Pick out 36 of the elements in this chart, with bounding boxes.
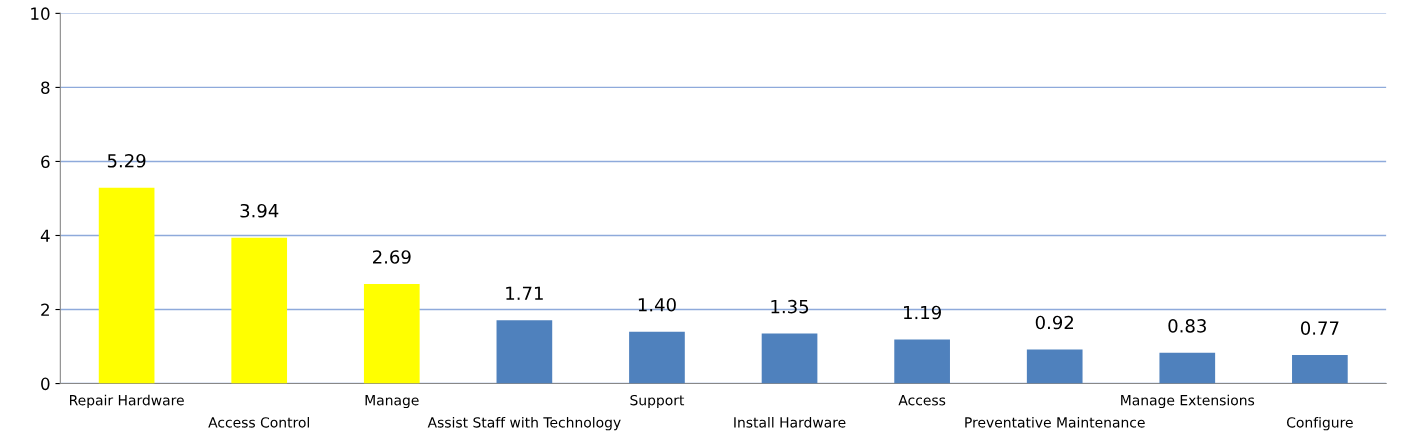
x-tick-label: Install Hardware xyxy=(734,416,846,428)
bar xyxy=(1292,355,1348,384)
data-label: 3.94 xyxy=(240,203,279,218)
data-label: 0.92 xyxy=(1035,315,1073,330)
data-label: 0.77 xyxy=(1300,321,1339,335)
bar xyxy=(629,331,685,384)
bar xyxy=(761,333,818,384)
y-tick-label: 2 xyxy=(41,303,49,316)
bar xyxy=(496,320,553,384)
bar xyxy=(894,339,950,384)
x-tick-label: Access Control xyxy=(208,416,309,428)
data-label: 1.35 xyxy=(771,299,809,314)
y-tick-label: 10 xyxy=(31,7,50,20)
x-tick-label: Access xyxy=(898,395,946,406)
data-label: 2.69 xyxy=(373,250,411,264)
data-label: 1.19 xyxy=(904,305,941,320)
x-tick-label: Configure xyxy=(1287,416,1353,431)
x-tick-label: Preventative Maintenance xyxy=(965,416,1145,428)
x-tick-label: Manage Extensions xyxy=(1121,394,1255,409)
x-tick-label: Support xyxy=(630,394,685,409)
data-label: 0.83 xyxy=(1168,319,1206,333)
bar xyxy=(1159,352,1216,384)
bar xyxy=(98,187,155,384)
y-tick-label: 4 xyxy=(40,229,50,242)
data-label: 1.40 xyxy=(638,297,676,312)
bar xyxy=(1026,349,1083,384)
x-tick-label: Assist Staff with Technology xyxy=(427,416,621,431)
data-label: 5.29 xyxy=(107,153,146,168)
x-tick-label: Repair Hardware xyxy=(70,394,184,409)
bar xyxy=(231,237,288,384)
y-tick-label: 6 xyxy=(41,155,50,169)
y-tick-label: 8 xyxy=(41,81,50,94)
data-label: 1.71 xyxy=(506,286,543,300)
bar xyxy=(363,283,420,384)
y-tick-label: 0 xyxy=(41,377,50,391)
x-tick-label: Manage xyxy=(365,395,419,409)
